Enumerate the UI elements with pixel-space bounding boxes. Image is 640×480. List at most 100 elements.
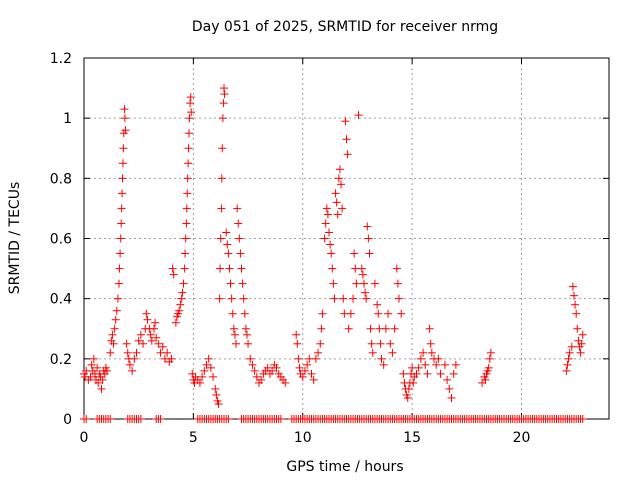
data-point — [142, 309, 151, 318]
data-point — [168, 264, 177, 273]
zero-point — [136, 415, 145, 423]
data-point — [399, 369, 408, 378]
data-point — [119, 144, 128, 153]
data-point — [443, 375, 452, 384]
grid — [84, 58, 609, 419]
x-tick-label: 10 — [294, 430, 312, 446]
data-point — [229, 324, 238, 333]
data-point — [217, 204, 226, 213]
data-point — [370, 279, 379, 288]
data-point — [152, 333, 161, 342]
data-point — [117, 204, 126, 213]
data-point — [206, 363, 215, 372]
data-point — [486, 348, 495, 357]
data-point — [118, 189, 127, 198]
data-point — [386, 339, 395, 348]
y-tick-label: 1 — [63, 111, 72, 127]
data-point — [334, 174, 343, 183]
chart-title: Day 051 of 2025, SRMTID for receiver nrm… — [192, 19, 498, 35]
y-axis-label: SRMTID / TECUs — [7, 182, 23, 295]
data-point — [358, 270, 367, 279]
data-point — [212, 390, 221, 399]
data-point — [178, 288, 187, 297]
data-point — [421, 360, 430, 369]
data-point — [183, 174, 192, 183]
data-point — [237, 264, 246, 273]
data-point — [447, 393, 456, 402]
data-point — [154, 339, 163, 348]
data-point — [240, 309, 249, 318]
data-point — [449, 369, 458, 378]
data-point — [364, 234, 373, 243]
data-point — [272, 363, 281, 372]
data-point — [115, 264, 124, 273]
zero-point — [578, 415, 587, 423]
x-axis: 0 5 10 15 20 — [80, 58, 530, 446]
data-point — [184, 144, 193, 153]
data-point — [179, 279, 188, 288]
data-point — [451, 360, 460, 369]
data-point — [130, 354, 139, 363]
data-point — [222, 228, 231, 237]
data-point — [116, 234, 125, 243]
x-tick-label: 0 — [80, 430, 89, 446]
data-point — [181, 234, 190, 243]
data-point — [93, 363, 102, 372]
data-point — [331, 189, 340, 198]
data-point — [239, 294, 248, 303]
data-point — [326, 240, 335, 249]
data-point — [186, 93, 195, 102]
data-point — [225, 264, 234, 273]
x-tick-label: 5 — [189, 430, 198, 446]
data-point — [393, 279, 402, 288]
data-point — [241, 324, 250, 333]
data-point — [571, 300, 580, 309]
data-point — [185, 129, 193, 138]
data-point — [427, 348, 436, 357]
data-point — [195, 378, 204, 387]
data-point — [423, 369, 432, 378]
y-tick-label: 0.2 — [50, 352, 72, 368]
data-point — [181, 249, 190, 258]
data-point — [219, 99, 228, 108]
data-point — [292, 330, 301, 339]
data-point — [94, 378, 103, 387]
data-point — [342, 135, 351, 144]
data-point — [321, 219, 330, 228]
data-point — [122, 339, 131, 348]
data-point — [316, 339, 325, 348]
data-point — [343, 150, 352, 159]
data-point — [186, 99, 195, 108]
data-point — [377, 354, 386, 363]
data-point — [136, 330, 145, 339]
data-point — [120, 114, 129, 123]
data-point — [117, 219, 126, 228]
data-point — [414, 363, 423, 372]
data-point — [268, 366, 277, 375]
data-point — [397, 309, 406, 318]
data-point — [146, 330, 155, 339]
data-point — [248, 360, 257, 369]
data-point — [362, 294, 371, 303]
data-point — [227, 294, 236, 303]
data-point — [204, 354, 213, 363]
data-point — [111, 315, 120, 324]
data-point — [128, 366, 137, 375]
data-point — [182, 219, 191, 228]
data-point — [425, 324, 434, 333]
data-point — [368, 348, 377, 357]
data-point — [230, 330, 239, 339]
data-point — [361, 288, 370, 297]
data-point — [309, 375, 318, 384]
data-point — [139, 339, 148, 348]
data-point — [220, 90, 229, 99]
data-point — [244, 339, 253, 348]
data-point — [109, 339, 118, 348]
data-point — [202, 360, 211, 369]
zero-point — [106, 415, 115, 423]
data-point — [573, 324, 582, 333]
data-point — [303, 360, 312, 369]
data-point — [147, 336, 156, 345]
data-point — [218, 114, 227, 123]
